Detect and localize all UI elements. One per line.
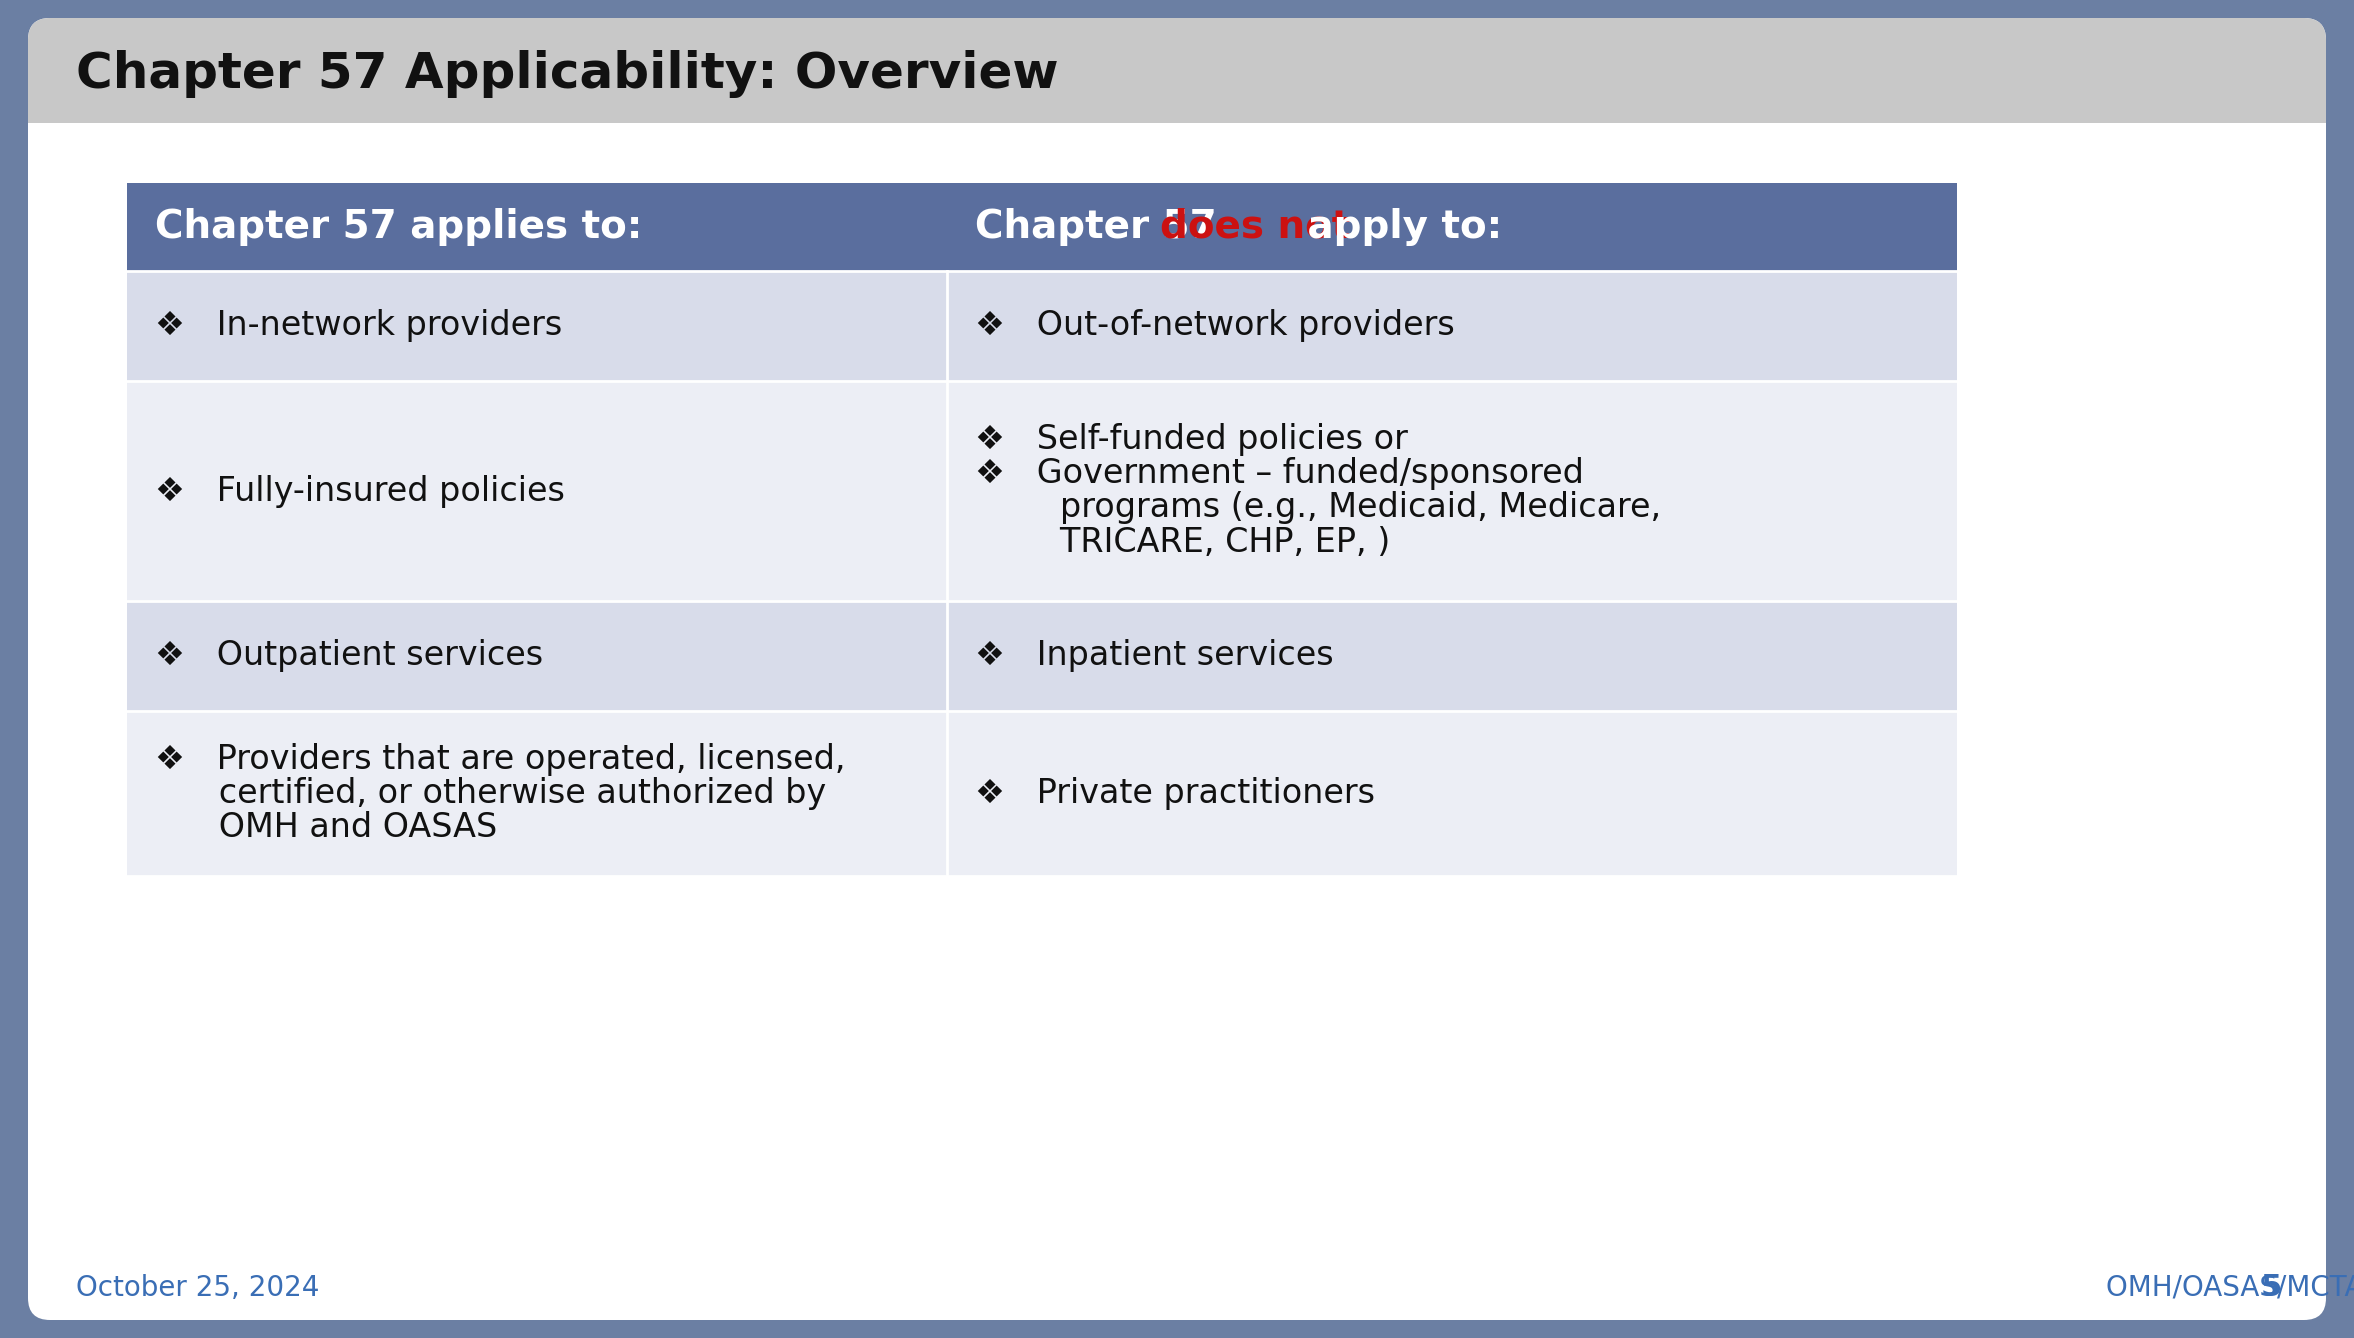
Bar (127, 710, 1956, 876)
Text: ❖   Self-funded policies or: ❖ Self-funded policies or (975, 424, 1408, 456)
Text: Chapter 57 applies to:: Chapter 57 applies to: (155, 207, 643, 246)
Bar (127, 381, 1956, 601)
Bar (28, 100, 2326, 123)
FancyBboxPatch shape (28, 17, 2326, 123)
Bar (127, 272, 1956, 381)
Text: OMH and OASAS: OMH and OASAS (155, 811, 497, 844)
Text: Chapter 57: Chapter 57 (975, 207, 1231, 246)
Text: Chapter 57 Applicability: Overview: Chapter 57 Applicability: Overview (75, 50, 1059, 98)
Text: certified, or otherwise authorized by: certified, or otherwise authorized by (155, 777, 826, 809)
Text: ❖   Out-of-network providers: ❖ Out-of-network providers (975, 309, 1455, 343)
Text: ❖   Fully-insured policies: ❖ Fully-insured policies (155, 475, 565, 507)
Bar (127, 183, 1956, 272)
Text: OMH/OASAS/MCTAC: Commercial Billing Changes for Providers: OMH/OASAS/MCTAC: Commercial Billing Chan… (2107, 1274, 2354, 1302)
FancyBboxPatch shape (28, 17, 2326, 1321)
Text: ❖   Government – funded/sponsored: ❖ Government – funded/sponsored (975, 458, 1584, 491)
Text: apply to:: apply to: (1295, 207, 1502, 246)
Bar (127, 601, 1956, 710)
Text: ❖   Outpatient services: ❖ Outpatient services (155, 640, 544, 673)
Text: 5: 5 (2260, 1274, 2281, 1302)
Text: TRICARE, CHP, EP, ): TRICARE, CHP, EP, ) (975, 526, 1391, 558)
Text: ❖   Providers that are operated, licensed,: ❖ Providers that are operated, licensed, (155, 743, 845, 776)
Text: ❖   Inpatient services: ❖ Inpatient services (975, 640, 1335, 673)
Text: October 25, 2024: October 25, 2024 (75, 1274, 320, 1302)
Text: does not: does not (1161, 207, 1351, 246)
Text: ❖   Private practitioners: ❖ Private practitioners (975, 777, 1375, 809)
Text: ❖   In-network providers: ❖ In-network providers (155, 309, 563, 343)
Text: programs (e.g., Medicaid, Medicare,: programs (e.g., Medicaid, Medicare, (975, 491, 1662, 524)
